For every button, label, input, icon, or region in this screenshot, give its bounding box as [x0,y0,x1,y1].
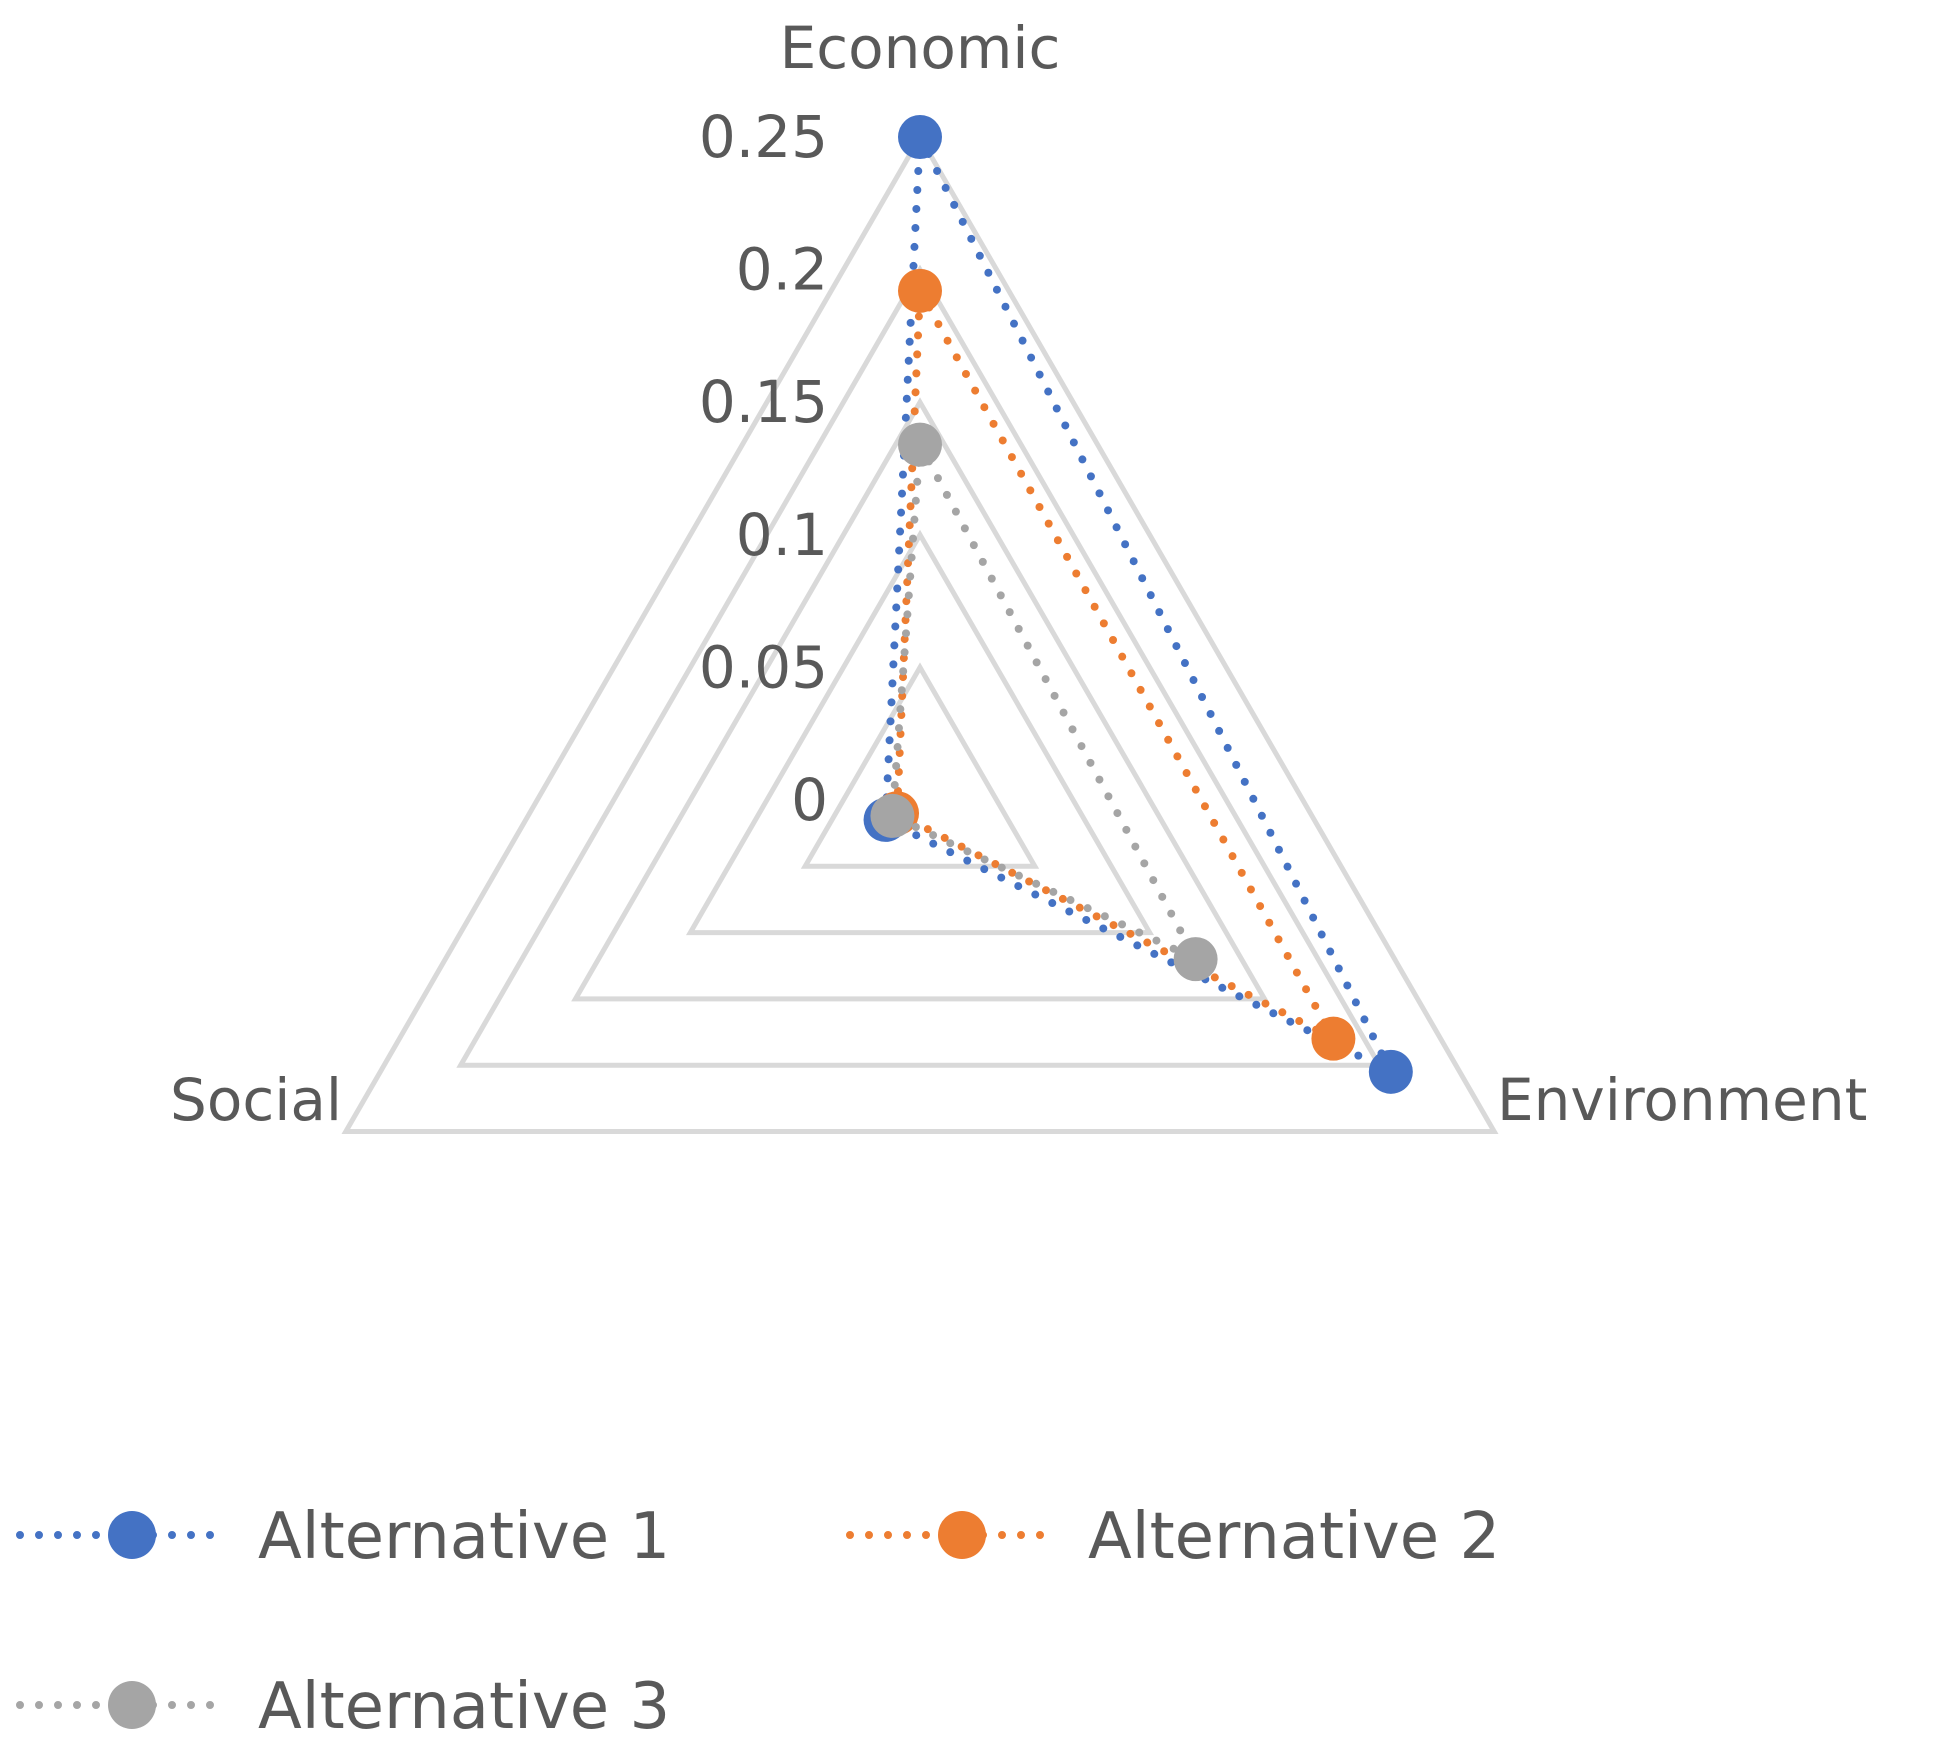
grid-ring-4 [456,264,1384,1068]
radar-series [863,115,1413,1094]
data-point [870,793,915,838]
data-point [1173,937,1218,982]
axis-label-social: Social [170,1066,342,1134]
radar-axis-labels: Economic Environment Social [170,14,1867,1134]
legend: Alternative 1 Alternative 2 Alternative 3 [16,1500,1500,1744]
data-point [898,422,942,467]
legend-item-2[interactable]: Alternative 2 [846,1500,1500,1574]
series-1 [863,115,1413,1094]
legend-label: Alternative 3 [258,1670,670,1744]
legend-label: Alternative 1 [258,1500,670,1574]
radar-grid [341,131,1499,1134]
tick-label: 0.05 [699,633,828,701]
radar-tick-labels: 0 0.05 0.1 0.15 0.2 0.25 [699,103,828,834]
tick-label: 0 [791,766,828,834]
data-point [1368,1049,1413,1094]
data-point [898,268,942,313]
series-line [881,121,1400,1081]
legend-marker [108,1511,156,1559]
series-line [892,276,1344,1049]
tick-label: 0.15 [699,368,828,436]
data-point [1311,1016,1356,1061]
legend-item-1[interactable]: Alternative 1 [16,1500,670,1574]
grid-ring-1 [800,662,1040,869]
series-2 [875,268,1356,1061]
axis-label-environment: Environment [1497,1066,1867,1134]
legend-label: Alternative 2 [1088,1500,1500,1574]
tick-label: 0.1 [736,501,828,569]
grid-ring-2 [685,529,1155,936]
series-3 [870,422,1218,982]
axis-label-economic: Economic [780,14,1061,82]
legend-marker [108,1681,156,1729]
legend-item-3[interactable]: Alternative 3 [16,1670,670,1744]
grid-ring-3 [571,397,1269,1002]
data-point [898,115,942,159]
tick-label: 0.2 [736,236,828,304]
series-line [888,430,1205,968]
legend-marker [938,1511,986,1559]
tick-label: 0.25 [699,103,828,171]
grid-ring-5 [341,131,1499,1134]
